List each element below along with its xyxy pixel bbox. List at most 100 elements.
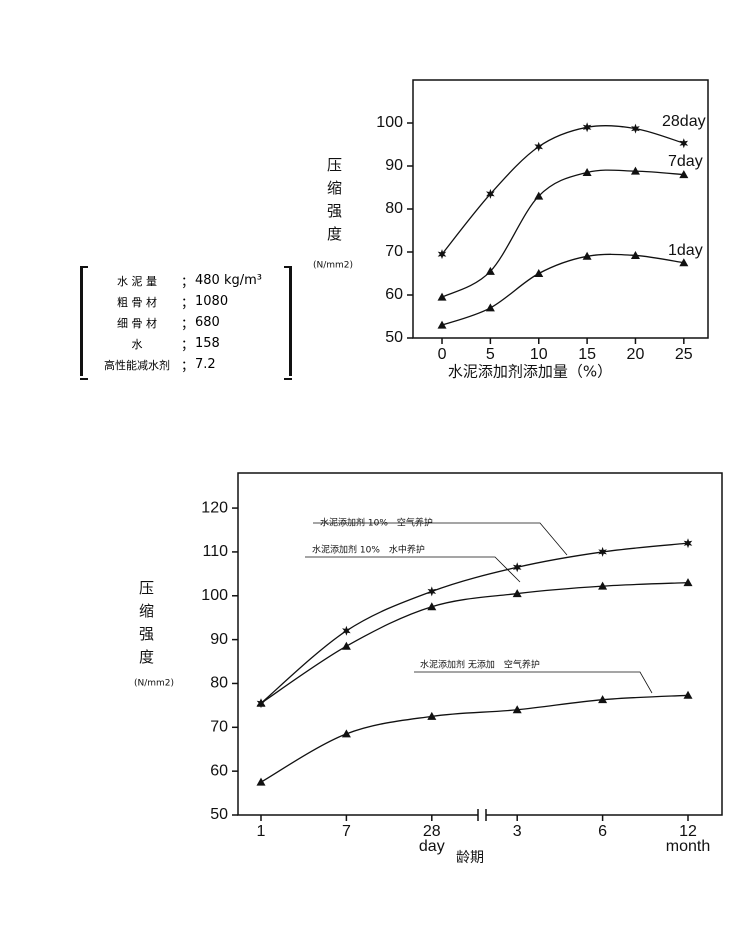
mix-item: 细 骨 材: [117, 316, 157, 330]
y-tick-label: 80: [210, 675, 228, 692]
marker: [512, 562, 522, 573]
mix-amount: 680: [195, 315, 220, 330]
x-tick-label: 10: [530, 346, 548, 363]
marker: [437, 320, 447, 329]
marker: [683, 690, 693, 699]
marker: [630, 250, 640, 259]
x-label: 水泥添加剂添加量（%）: [448, 363, 612, 381]
series-label: 7day: [668, 153, 703, 170]
mix-row: 水 ； 158: [93, 333, 279, 354]
marker: [598, 546, 607, 557]
y-tick-label: 60: [385, 286, 403, 303]
series-label: 水泥添加剂 10% 空气养护: [320, 517, 433, 529]
marker: [485, 303, 495, 312]
y-tick-label: 90: [385, 157, 403, 174]
separator: ；: [181, 359, 195, 374]
mix-item: 水 泥 量: [117, 274, 157, 288]
marker: [437, 292, 447, 301]
y-unit: (N/mm2): [134, 679, 174, 689]
marker: [679, 138, 689, 149]
leader-line: [305, 556, 521, 583]
mix-table: 水 泥 量； 480 kg/m³ 粗 骨 材； 1080 细 骨 材； 680 水； 158 高…: [80, 266, 292, 380]
x-unit: day: [419, 838, 445, 855]
marker: [598, 695, 608, 704]
series-label: 水泥添加剂 无添加 空气养护: [420, 659, 540, 671]
mix-item: 粗 骨 材: [117, 295, 157, 309]
x-label: 龄期: [456, 850, 484, 866]
plot-frame: [237, 472, 723, 816]
x-tick-label: 7: [342, 823, 351, 840]
marker: [631, 123, 640, 134]
y-tick-label: 90: [210, 631, 228, 648]
y-tick-label: 100: [376, 114, 403, 131]
x-tick-label: 25: [675, 346, 693, 363]
marker: [485, 266, 495, 275]
mix-amount: 7.2: [195, 357, 216, 372]
x-tick-label: 20: [627, 346, 645, 363]
series-line: [441, 125, 685, 255]
marker: [534, 269, 544, 277]
marker: [512, 705, 522, 714]
marker: [256, 698, 266, 707]
mix-row: 高性能减水剂 ； 7.2: [93, 354, 279, 375]
series-label: 28day: [662, 113, 706, 130]
marker: [679, 170, 689, 179]
mix-row: 细 骨 材 ； 680: [93, 312, 279, 333]
marker: [683, 538, 693, 549]
y-tick-label: 80: [385, 200, 403, 217]
mix-item: 高性能减水剂: [104, 358, 170, 372]
marker: [341, 641, 351, 650]
marker: [582, 167, 592, 176]
y-label: 压缩强度: [137, 580, 155, 672]
series-line: [260, 694, 689, 783]
y-tick-label: 60: [210, 762, 228, 779]
leader-line: [313, 522, 568, 556]
marker: [427, 711, 437, 720]
axis-break-gap: [478, 812, 486, 818]
separator: ；: [181, 317, 195, 332]
x-tick-label: 15: [578, 346, 596, 363]
y-tick-label: 70: [210, 719, 228, 736]
x-unit: month: [666, 838, 710, 855]
x-tick-label: 0: [438, 346, 447, 363]
marker: [427, 602, 437, 611]
mix-amount: 1080: [195, 294, 229, 309]
y-tick-label: 50: [210, 806, 228, 823]
series-line: [441, 253, 684, 326]
x-tick-label: 28: [423, 823, 441, 840]
mix-row: 粗 骨 材 ； 1080: [93, 291, 279, 312]
marker: [486, 188, 495, 199]
marker: [582, 122, 592, 133]
x-tick-label: 1: [257, 823, 266, 840]
marker: [437, 249, 447, 260]
series-line: [260, 542, 689, 704]
marker: [598, 581, 608, 590]
y-label: 压缩强度: [325, 157, 343, 249]
marker: [342, 625, 351, 636]
mix-item: 水: [131, 337, 143, 351]
marker: [427, 586, 437, 597]
marker: [534, 141, 544, 152]
y-tick-label: 50: [385, 329, 403, 346]
marker: [512, 589, 522, 598]
marker: [679, 258, 689, 267]
marker: [341, 729, 351, 738]
marker: [582, 251, 592, 260]
mix-amount: 158: [195, 336, 220, 351]
x-tick-label: 6: [598, 823, 607, 840]
separator: ；: [181, 275, 195, 290]
y-tick-label: 110: [202, 543, 228, 560]
marker: [256, 777, 266, 786]
series-line: [441, 169, 684, 298]
x-tick-label: 5: [486, 346, 495, 363]
y-tick-label: 120: [201, 499, 228, 516]
series-label: 水泥添加剂 10% 水中养护: [312, 544, 425, 556]
marker: [534, 191, 544, 200]
separator: ；: [181, 296, 195, 311]
y-tick-label: 100: [201, 587, 228, 604]
separator: ；: [181, 338, 195, 353]
mix-amount: 480 kg/m³: [195, 273, 262, 288]
x-tick-label: 3: [513, 823, 522, 840]
series-label: 1day: [668, 242, 703, 259]
